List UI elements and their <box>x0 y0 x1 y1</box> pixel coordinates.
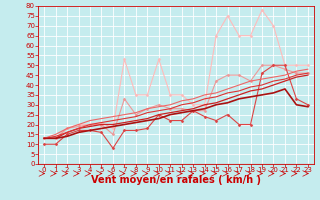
X-axis label: Vent moyen/en rafales ( km/h ): Vent moyen/en rafales ( km/h ) <box>91 175 261 185</box>
